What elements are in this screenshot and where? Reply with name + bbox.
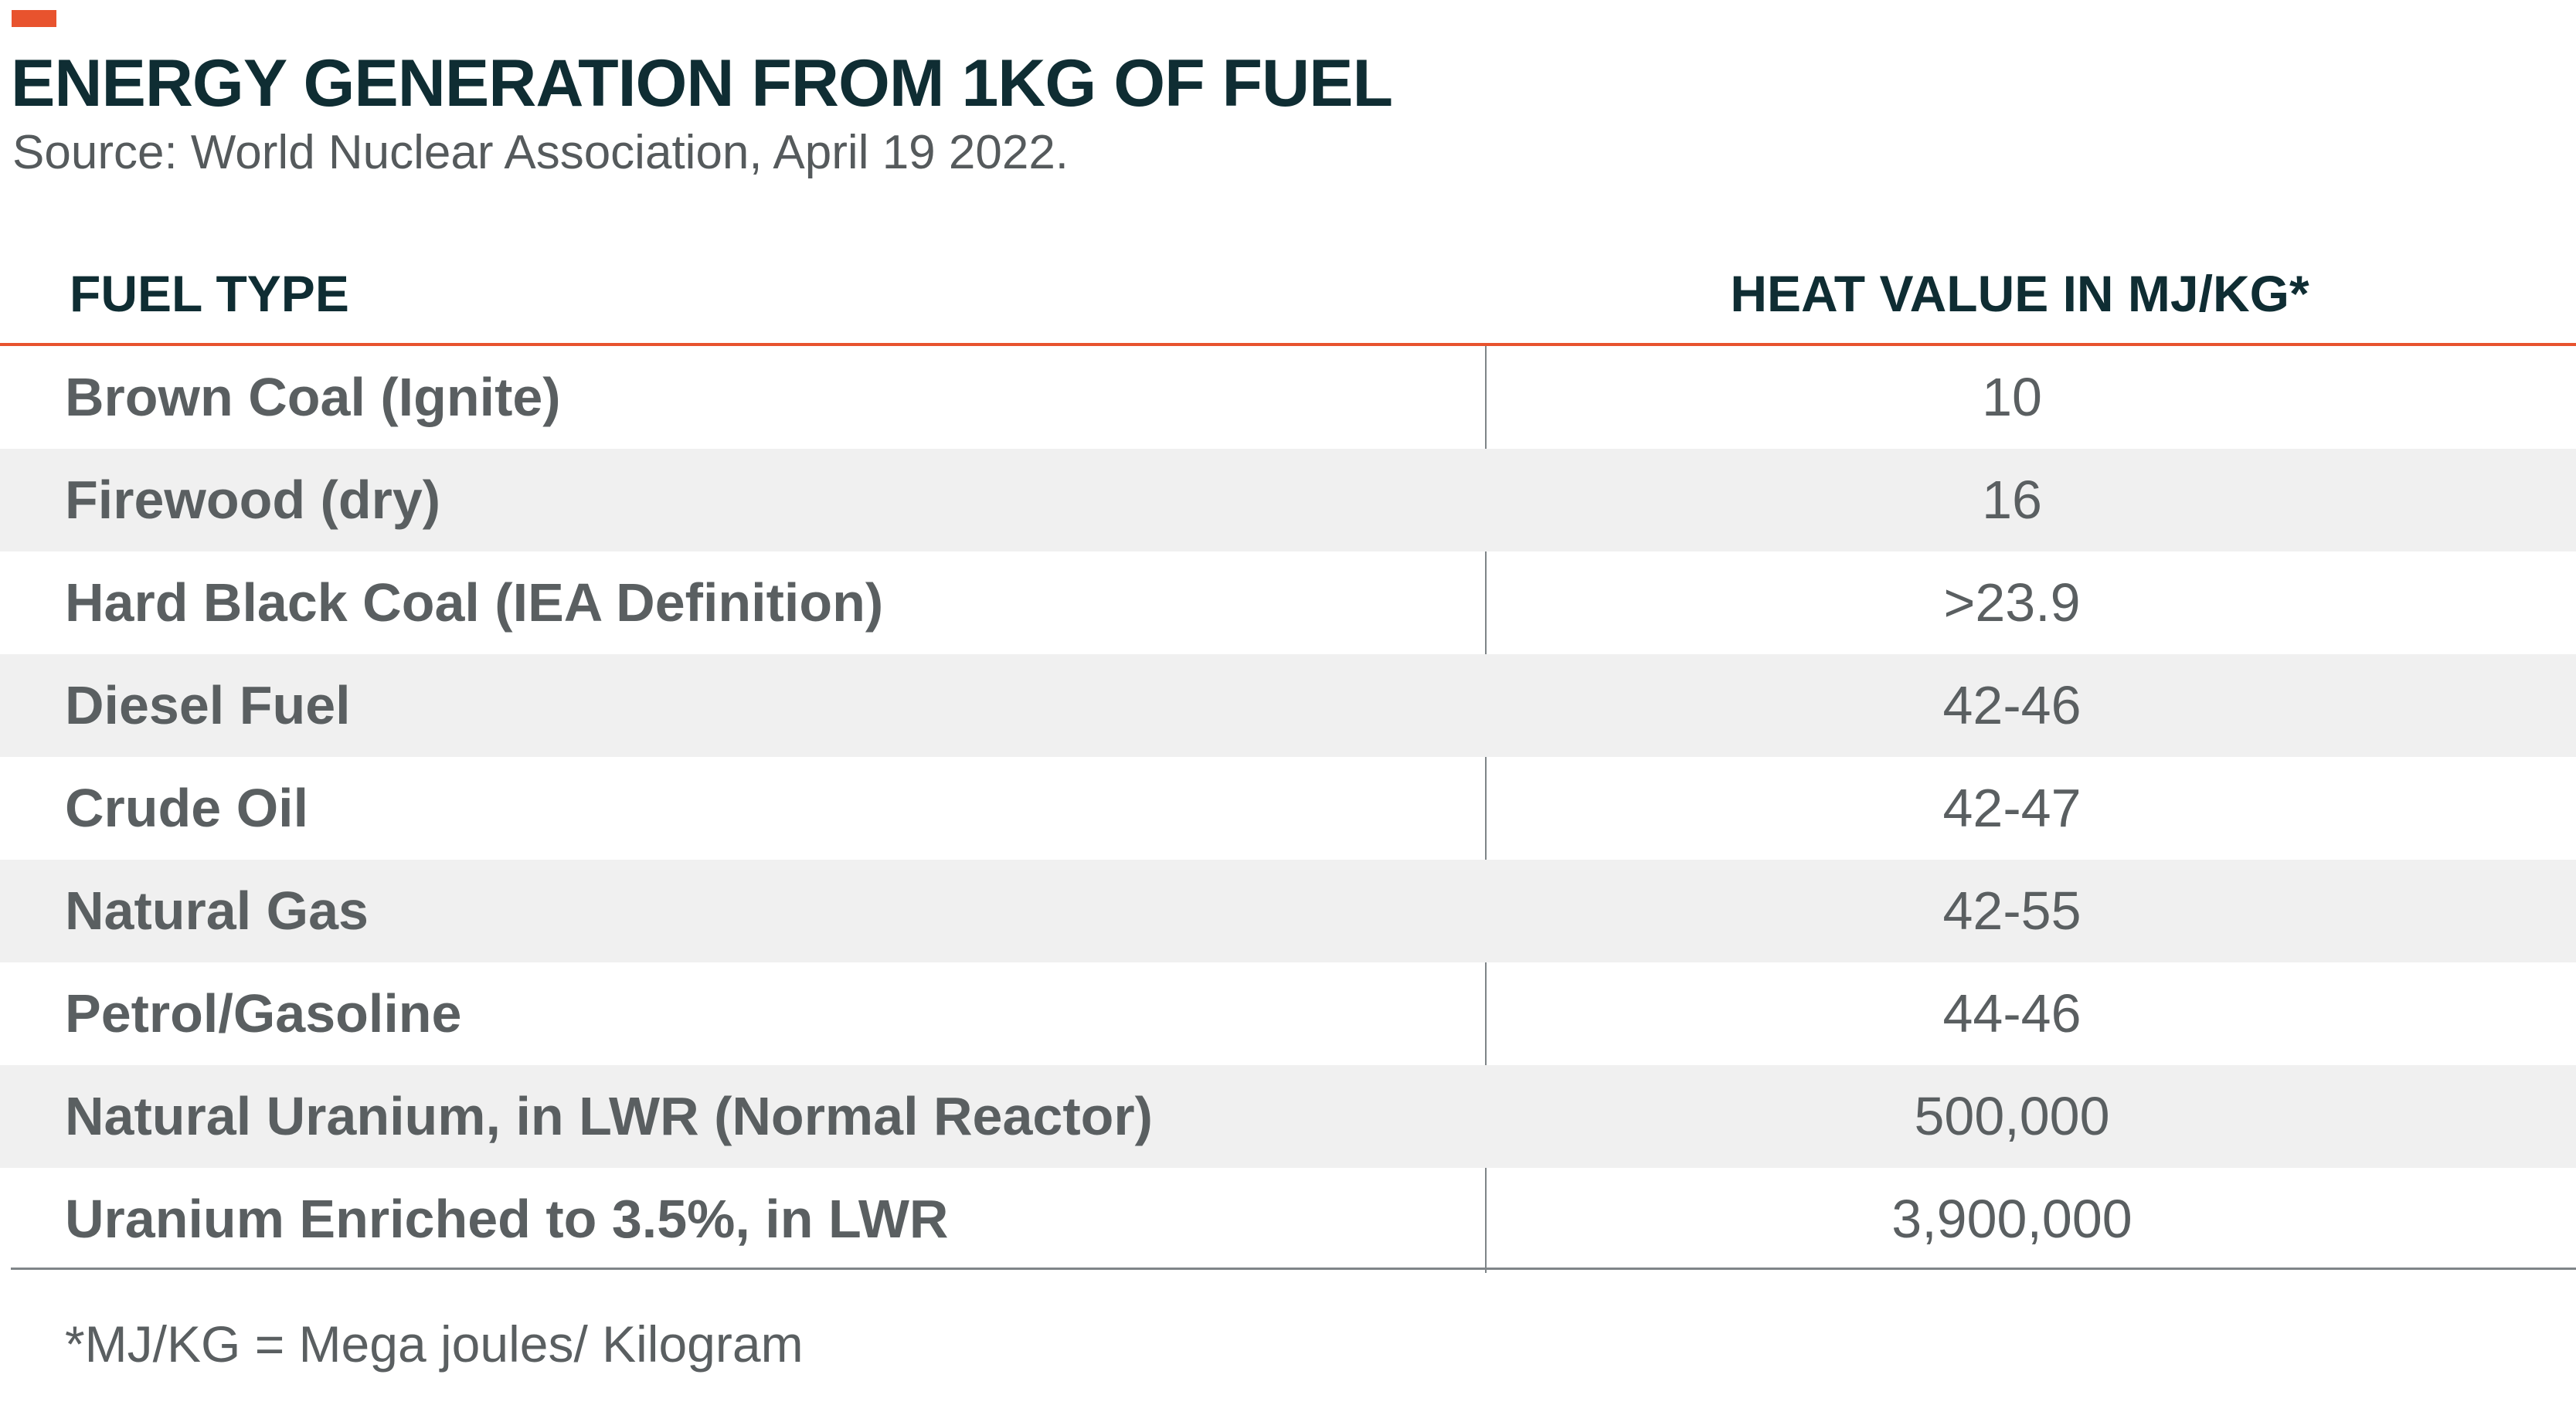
source-line: Source: World Nuclear Association, April… bbox=[12, 126, 1069, 179]
table-row: Natural Uranium, in LWR (Normal Reactor)… bbox=[0, 1065, 2576, 1168]
fuel-type-cell: Petrol/Gasoline bbox=[65, 983, 462, 1044]
table-row: Uranium Enriched to 3.5%, in LWR 3,900,0… bbox=[0, 1168, 2576, 1271]
column-header-heat-value: HEAT VALUE IN MJ/KG* bbox=[1730, 265, 2309, 322]
heat-value-cell: 10 bbox=[1982, 367, 2042, 427]
heat-value-cell: 42-47 bbox=[1942, 778, 2082, 838]
heat-value-cell: >23.9 bbox=[1943, 572, 2081, 633]
table-row: Hard Black Coal (IEA Definition) >23.9 bbox=[0, 551, 2576, 654]
heat-value-cell: 16 bbox=[1982, 470, 2042, 530]
heat-value-cell: 42-55 bbox=[1942, 881, 2082, 941]
fuel-type-cell: Natural Uranium, in LWR (Normal Reactor) bbox=[65, 1086, 1153, 1146]
fuel-type-cell: Brown Coal (Ignite) bbox=[65, 367, 561, 427]
table-row: Firewood (dry) 16 bbox=[0, 449, 2576, 551]
accent-bar bbox=[12, 10, 56, 27]
fuel-table: FUEL TYPE HEAT VALUE IN MJ/KG* Brown Coa… bbox=[0, 247, 2576, 1273]
heat-value-cell: 44-46 bbox=[1942, 983, 2082, 1044]
footnote: *MJ/KG = Mega joules/ Kilogram bbox=[65, 1315, 804, 1373]
fuel-type-cell: Hard Black Coal (IEA Definition) bbox=[65, 572, 884, 633]
table-row: Diesel Fuel 42-46 bbox=[0, 654, 2576, 757]
table-row: Petrol/Gasoline 44-46 bbox=[0, 962, 2576, 1065]
table-header: FUEL TYPE HEAT VALUE IN MJ/KG* bbox=[0, 247, 2576, 346]
table-row: Crude Oil 42-47 bbox=[0, 757, 2576, 860]
column-header-fuel-type: FUEL TYPE bbox=[70, 265, 349, 322]
table-row: Brown Coal (Ignite) 10 bbox=[0, 346, 2576, 449]
table-bottom-rule bbox=[11, 1268, 2576, 1270]
fuel-type-cell: Natural Gas bbox=[65, 881, 369, 941]
chart-title: ENERGY GENERATION FROM 1KG OF FUEL bbox=[11, 46, 1393, 120]
fuel-type-cell: Firewood (dry) bbox=[65, 470, 441, 530]
heat-value-cell: 500,000 bbox=[1914, 1086, 2110, 1146]
table-row: Natural Gas 42-55 bbox=[0, 860, 2576, 962]
table-body: Brown Coal (Ignite) 10 Firewood (dry) 16… bbox=[0, 346, 2576, 1273]
column-divider bbox=[1485, 346, 1487, 1273]
fuel-type-cell: Uranium Enriched to 3.5%, in LWR bbox=[65, 1189, 949, 1249]
fuel-type-cell: Diesel Fuel bbox=[65, 675, 351, 735]
heat-value-cell: 3,900,000 bbox=[1891, 1189, 2133, 1249]
heat-value-cell: 42-46 bbox=[1942, 675, 2082, 735]
fuel-type-cell: Crude Oil bbox=[65, 778, 309, 838]
